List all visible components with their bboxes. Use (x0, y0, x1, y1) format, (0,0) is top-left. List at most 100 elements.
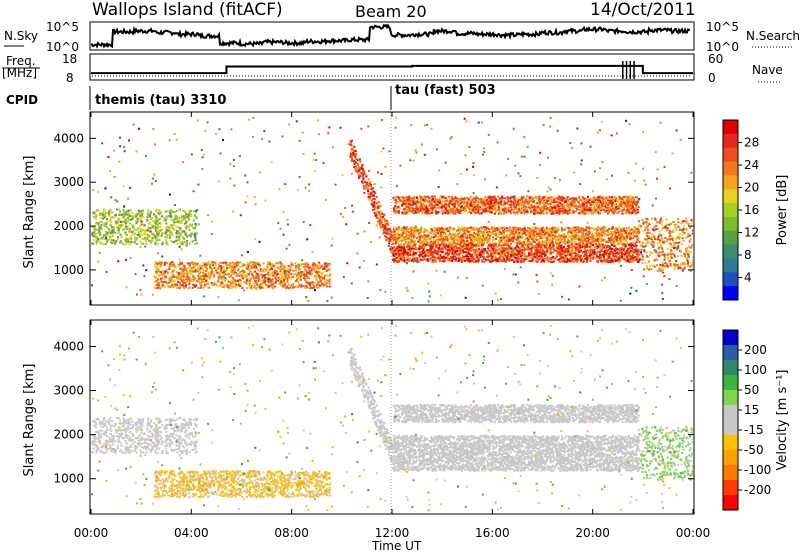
power-cell (515, 200, 518, 203)
power-cell (508, 229, 511, 232)
power-cell (279, 273, 282, 276)
power-cell (225, 278, 228, 281)
power-cell (151, 237, 154, 240)
power-cell (146, 226, 149, 229)
power-cell (594, 207, 597, 210)
power-cell (361, 182, 364, 185)
power-cell (137, 212, 140, 215)
power-cell (420, 239, 423, 242)
power-cell (602, 196, 605, 199)
power-cell (146, 210, 149, 213)
power-cell (170, 262, 173, 265)
power-cell (209, 277, 212, 280)
power-cell (226, 267, 229, 270)
power-cell (134, 219, 137, 222)
power-cell (540, 230, 543, 233)
power-cell (398, 239, 401, 242)
power-cell (576, 208, 579, 211)
power-cell (593, 211, 596, 214)
power-cell (250, 277, 253, 280)
power-cell (551, 196, 554, 199)
power-cell (578, 203, 581, 206)
power-cell (295, 273, 298, 276)
power-cell (565, 199, 568, 202)
power-cell (94, 227, 97, 230)
power-cell (476, 232, 479, 235)
power-cell (124, 231, 127, 234)
power-cell (353, 150, 356, 153)
power-cell (577, 237, 580, 240)
power-cell (276, 276, 279, 279)
power-cell (526, 236, 529, 239)
power-cell (623, 207, 626, 210)
power-cell (603, 204, 606, 207)
power-cell (477, 207, 480, 210)
power-cell (177, 230, 180, 233)
power-cell (414, 203, 417, 206)
power-cell (241, 263, 244, 266)
power-cell (371, 208, 374, 211)
power-cell (299, 279, 302, 282)
power-cell (171, 219, 174, 222)
power-cell (429, 210, 432, 213)
power-cell (202, 275, 205, 278)
power-cell (274, 280, 277, 283)
power-cell (306, 286, 309, 289)
power-cell (554, 211, 557, 214)
power-cell (476, 200, 479, 203)
power-cell (417, 233, 420, 236)
power-cell (610, 230, 613, 233)
power-cell (535, 202, 538, 205)
power-cell (182, 272, 185, 275)
power-cell (160, 228, 163, 231)
power-cell (122, 216, 125, 219)
power-cell (158, 238, 161, 241)
power-cell (172, 275, 175, 278)
power-cell (199, 282, 202, 285)
power-cell (614, 233, 617, 236)
power-cell (599, 195, 602, 198)
power-cell (595, 238, 598, 241)
power-cell (176, 218, 179, 221)
power-cell (397, 205, 400, 208)
power-cell (169, 213, 172, 216)
power-cell (587, 200, 590, 203)
power-cell (319, 266, 322, 269)
power-cell (409, 204, 412, 207)
power-cell (411, 232, 414, 235)
power-cell (109, 219, 112, 222)
power-cell (385, 219, 388, 222)
power-cell (528, 200, 531, 203)
power-cell (134, 239, 137, 242)
power-cell (154, 286, 157, 289)
power-cell (437, 199, 440, 202)
power-cell (504, 211, 507, 214)
power-cell (354, 161, 357, 164)
power-cell (232, 277, 235, 280)
power-cell (128, 228, 131, 231)
power-cell (572, 236, 575, 239)
power-cell (495, 198, 498, 201)
power-cell (154, 275, 157, 278)
power-cell (281, 263, 284, 266)
power-scatter (91, 116, 693, 303)
power-cell (245, 267, 248, 270)
power-cell (271, 274, 274, 277)
power-cell (470, 204, 473, 207)
power-cell (373, 212, 376, 215)
power-cell (294, 262, 297, 265)
power-cell (186, 216, 189, 219)
power-cell (183, 264, 186, 267)
power-cell (370, 194, 373, 197)
power-cell (542, 209, 545, 212)
power-cell (504, 203, 507, 206)
power-cell (596, 197, 599, 200)
power-cell (601, 238, 604, 241)
power-cell (422, 198, 425, 201)
power-cell (567, 200, 570, 203)
power-cell (498, 209, 501, 212)
power-cell (226, 273, 229, 276)
power-cell (417, 240, 420, 243)
power-cell (161, 232, 164, 235)
power-cell (377, 220, 380, 223)
